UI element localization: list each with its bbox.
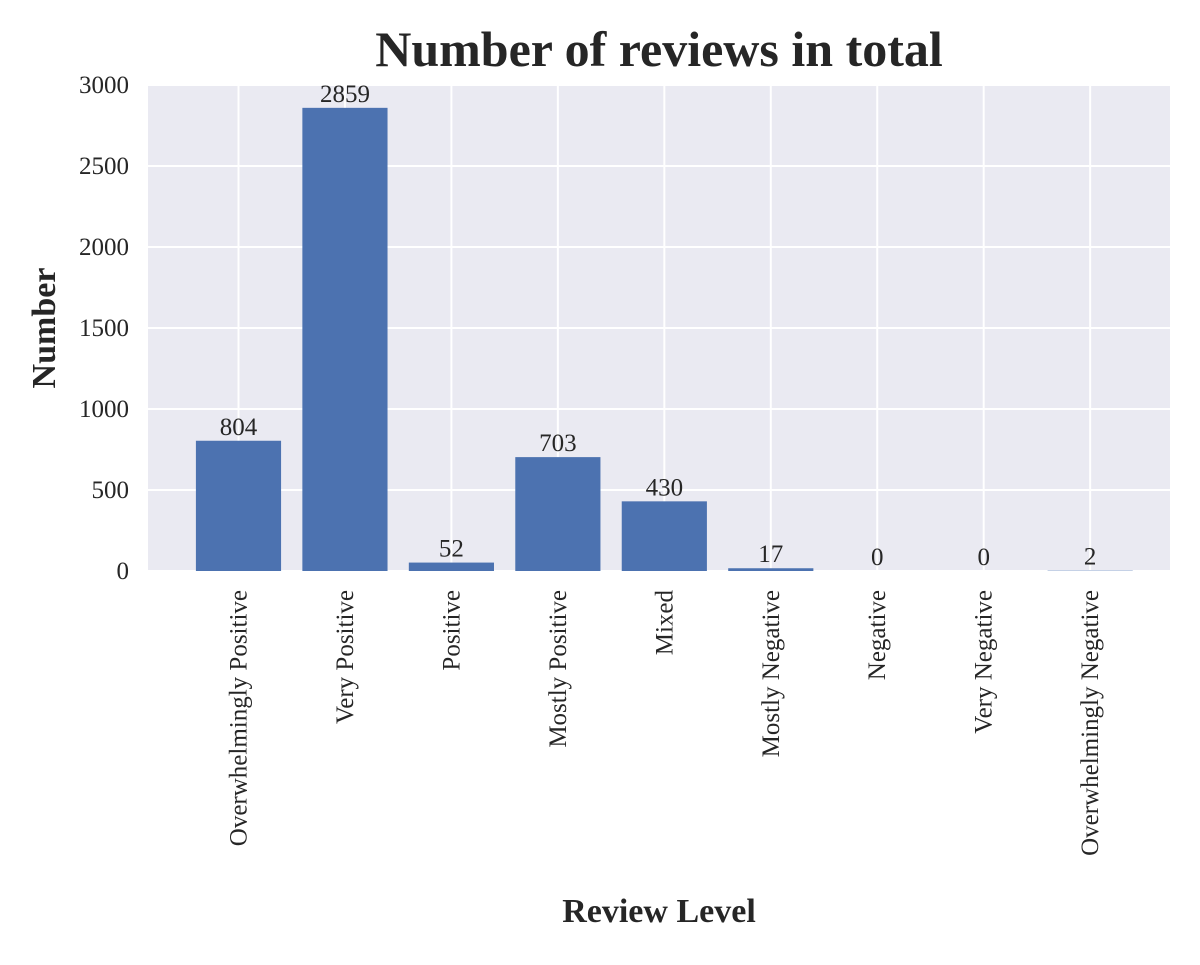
chart-title: Number of reviews in total [375,21,943,77]
y-tick-label-0: 0 [117,558,130,585]
data-label-1: 2859 [320,81,370,108]
data-label-4: 430 [646,474,684,501]
x-tick-label-6: Negative [864,590,891,680]
y-axis-ticks: 0 500 1000 1500 2000 2500 3000 [79,72,129,585]
bar-5 [728,568,813,571]
x-axis-label: Review Level [562,893,756,930]
y-tick-label-2: 1000 [79,396,129,423]
bar-1 [302,108,387,571]
data-label-0: 804 [220,414,258,441]
x-tick-label-7: Very Negative [971,590,998,734]
x-axis-ticks: Overwhelmingly Positive Very Positive Posi… [225,590,1104,856]
bar-3 [515,457,600,571]
x-tick-label-3: Mostly Positive [545,590,572,748]
data-label-2: 52 [439,536,464,563]
data-label-6: 0 [871,544,884,571]
bar-4 [622,501,707,571]
x-tick-label-1: Very Positive [332,590,359,724]
x-tick-label-8: Overwhelmingly Negative [1077,590,1104,856]
x-tick-label-4: Mixed [651,590,678,656]
y-axis-label: Number [26,268,63,389]
y-tick-label-5: 2500 [79,153,129,180]
y-tick-label-3: 1500 [79,315,129,342]
x-tick-label-0: Overwhelmingly Positive [225,590,252,846]
y-tick-label-6: 3000 [79,72,129,99]
y-tick-label-4: 2000 [79,234,129,261]
x-tick-label-5: Mostly Negative [758,590,785,757]
data-label-3: 703 [539,430,577,457]
data-label-7: 0 [977,544,990,571]
bar-2 [409,563,494,571]
bar-0 [196,441,281,571]
data-label-5: 17 [758,541,783,568]
data-label-8: 2 [1084,544,1097,571]
x-tick-label-2: Positive [438,590,465,671]
y-tick-label-1: 500 [92,477,130,504]
